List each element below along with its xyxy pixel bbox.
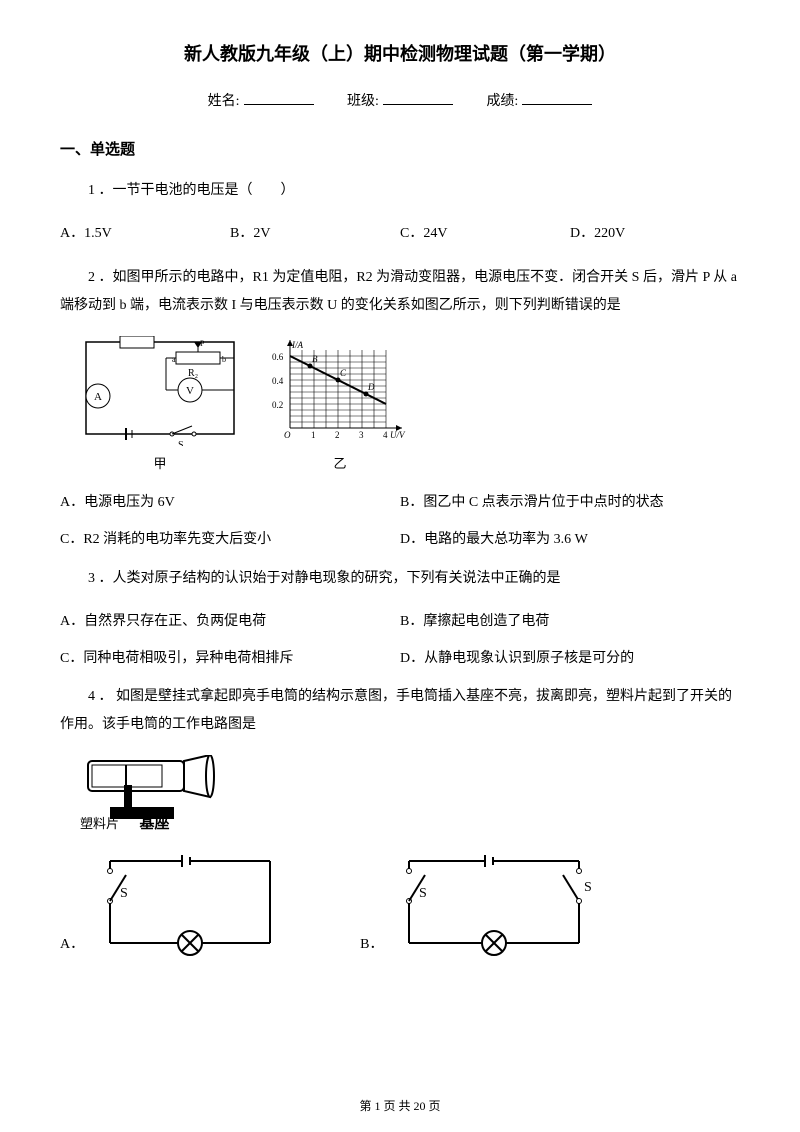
- fig-caption-right: 乙: [270, 453, 410, 472]
- name-label: 姓名:: [208, 94, 240, 109]
- svg-text:S: S: [584, 880, 592, 895]
- svg-text:2: 2: [335, 430, 340, 440]
- q2-row1: A．电源电压为 6V B．图乙中 C 点表示滑片位于中点时的状态: [60, 490, 740, 515]
- q2-opt-b: B．图乙中 C 点表示滑片位于中点时的状态: [400, 490, 740, 515]
- q4-opt-b: B．: [360, 933, 383, 953]
- fill-row: 姓名: 班级: 成绩:: [60, 90, 740, 110]
- svg-text:U/V: U/V: [390, 430, 406, 440]
- torch-label-base: 基座: [140, 816, 170, 832]
- q2-opt-a: A．电源电压为 6V: [60, 490, 400, 515]
- svg-text:A: A: [94, 391, 102, 403]
- q3-opt-d: D．从静电现象认识到原子核是可分的: [400, 646, 740, 671]
- svg-text:0.6: 0.6: [272, 352, 284, 362]
- question-4: 4 ． 如图是壁挂式拿起即亮手电筒的结构示意图，手电筒插入基座不亮，拔离即亮，塑…: [60, 683, 740, 739]
- question-2: 2 ．如图甲所示的电路中，R1 为定值电阻，R2 为滑动变阻器，电源电压不变．闭…: [60, 264, 740, 320]
- svg-text:B: B: [312, 354, 318, 364]
- svg-text:O: O: [284, 430, 291, 440]
- svg-text:4: 4: [383, 430, 388, 440]
- svg-text:P: P: [200, 339, 205, 348]
- circuit-diagram-icon: R₁ P a b R₂ V A: [80, 336, 240, 446]
- svg-text:D: D: [367, 382, 375, 392]
- q1-opt-c: C．24V: [400, 221, 570, 246]
- score-label: 成绩:: [486, 94, 518, 109]
- fig-chart: B C D 0.6 0.4 0.2 O 1 2 3 4 U/V I/A 乙: [270, 336, 410, 472]
- class-label: 班级:: [347, 94, 379, 109]
- svg-text:a: a: [172, 355, 176, 364]
- svg-text:3: 3: [359, 430, 364, 440]
- question-1-options: A．1.5V B．2V C．24V D．220V: [60, 221, 740, 246]
- class-blank[interactable]: [383, 91, 453, 105]
- question-1: 1 ．一节干电池的电压是（ ）: [60, 177, 740, 205]
- q3-row1: A．自然界只存在正、负两促电荷 B．摩擦起电创造了电荷: [60, 609, 740, 634]
- q4-opt-a-wrap: A． S: [60, 847, 290, 957]
- q4-opt-b-wrap: B． S S: [360, 847, 599, 957]
- q2-row2: C．R2 消耗的电功率先变大后变小 D．电路的最大总功率为 3.6 W: [60, 527, 740, 552]
- torch-label-plastic: 塑料片: [80, 816, 119, 831]
- svg-text:1: 1: [311, 430, 316, 440]
- q4-options-row: A． S B．: [60, 847, 740, 957]
- iv-chart-icon: B C D 0.6 0.4 0.2 O 1 2 3 4 U/V I/A: [270, 336, 410, 446]
- q3-opt-a: A．自然界只存在正、负两促电荷: [60, 609, 400, 634]
- q1-opt-b: B．2V: [230, 221, 400, 246]
- page-title: 新人教版九年级（上）期中检测物理试题（第一学期）: [60, 40, 740, 66]
- q2-opt-c: C．R2 消耗的电功率先变大后变小: [60, 527, 400, 552]
- q1-opt-a: A．1.5V: [60, 221, 230, 246]
- fig-circuit: R₁ P a b R₂ V A: [80, 336, 240, 472]
- svg-text:S: S: [120, 886, 128, 901]
- svg-text:S: S: [419, 886, 427, 901]
- svg-text:I/A: I/A: [291, 340, 303, 350]
- section-1-heading: 一、单选题: [60, 138, 740, 159]
- q3-opt-b: B．摩擦起电创造了电荷: [400, 609, 740, 634]
- circuit-a-icon: S: [90, 847, 290, 957]
- fig-caption-left: 甲: [80, 453, 240, 472]
- svg-text:C: C: [340, 368, 347, 378]
- q2-opt-d: D．电路的最大总功率为 3.6 W: [400, 527, 740, 552]
- q4-opt-a: A．: [60, 933, 84, 953]
- circuit-b-icon: S S: [389, 847, 599, 957]
- svg-text:b: b: [222, 355, 226, 364]
- torch-figure: 塑料片 基座: [80, 755, 740, 833]
- svg-text:0.2: 0.2: [272, 400, 283, 410]
- svg-text:S: S: [178, 440, 184, 446]
- question-3: 3 ．人类对原子结构的认识始于对静电现象的研究，下列有关说法中正确的是: [60, 565, 740, 593]
- q3-opt-c: C．同种电荷相吸引，异种电荷相排斥: [60, 646, 400, 671]
- svg-text:V: V: [186, 385, 194, 397]
- score-blank[interactable]: [522, 91, 592, 105]
- svg-text:0.4: 0.4: [272, 376, 284, 386]
- name-blank[interactable]: [244, 91, 314, 105]
- question-2-figures: R₁ P a b R₂ V A: [80, 336, 740, 472]
- q1-opt-d: D．220V: [570, 221, 740, 246]
- svg-text:R₂: R₂: [188, 368, 198, 379]
- q3-row2: C．同种电荷相吸引，异种电荷相排斥 D．从静电现象认识到原子核是可分的: [60, 646, 740, 671]
- page-footer: 第 1 页 共 20 页: [0, 1097, 800, 1114]
